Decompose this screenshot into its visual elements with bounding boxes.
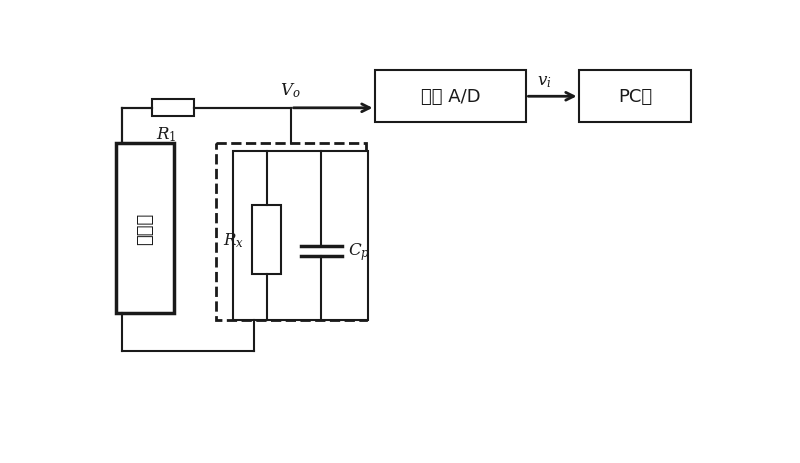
Text: $C_p$: $C_p$ [349, 241, 370, 263]
Text: 高速 A/D: 高速 A/D [421, 88, 480, 106]
Text: $v_i$: $v_i$ [537, 71, 551, 89]
Bar [233, 151, 368, 321]
Text: PC机: PC机 [618, 88, 652, 106]
Bar [252, 206, 282, 275]
Text: $V_o$: $V_o$ [280, 81, 301, 100]
Bar [375, 71, 526, 123]
Text: 激励源: 激励源 [136, 213, 154, 244]
Bar [152, 100, 194, 117]
Bar [116, 144, 174, 313]
Text: $R_x$: $R_x$ [223, 231, 245, 249]
Bar [216, 144, 366, 321]
Bar [579, 71, 691, 123]
Text: $R_1$: $R_1$ [156, 125, 176, 144]
